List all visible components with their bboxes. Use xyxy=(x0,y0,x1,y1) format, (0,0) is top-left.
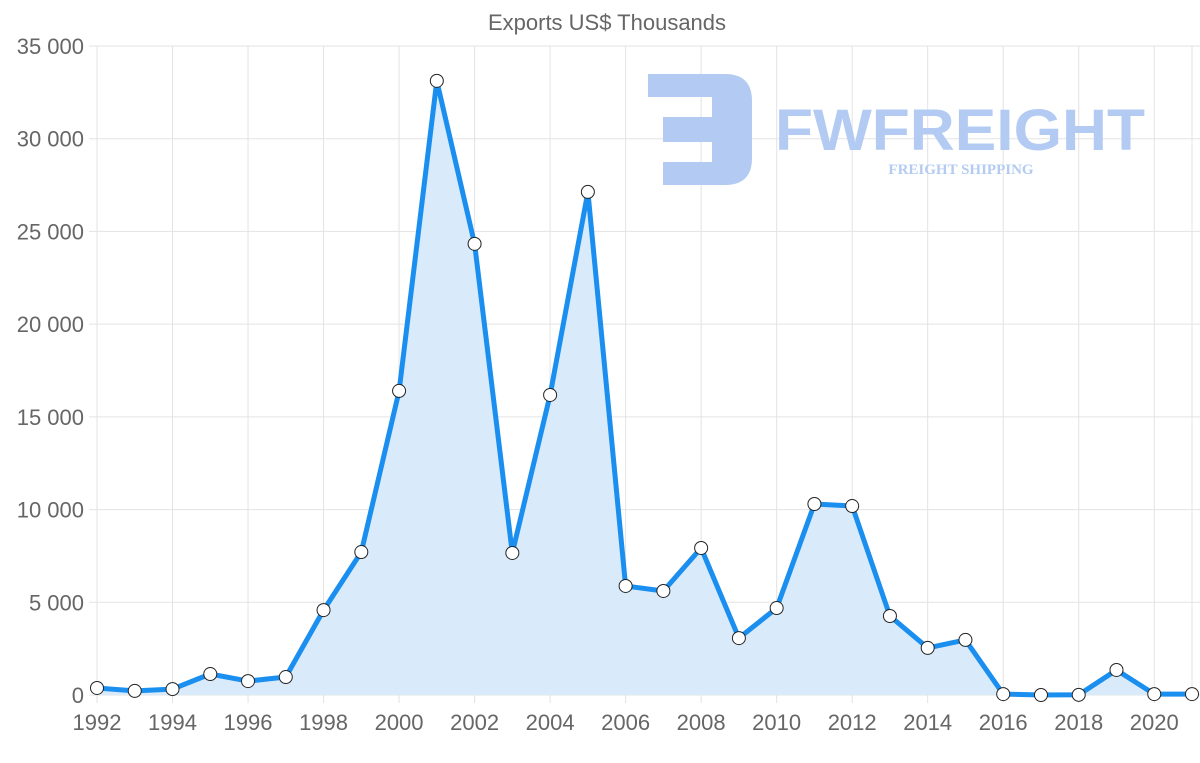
data-point-2005[interactable] xyxy=(580,184,595,199)
y-tick-label: 10 000 xyxy=(17,498,84,523)
y-tick-label: 30 000 xyxy=(17,127,84,152)
data-point-2020[interactable] xyxy=(1147,687,1162,702)
data-point-2013[interactable] xyxy=(882,609,897,624)
watermark-logo: FWFREIGHT FREIGHT SHIPPING xyxy=(648,74,1145,185)
y-tick-label: 5 000 xyxy=(29,590,84,615)
data-point-2010[interactable] xyxy=(769,601,784,616)
y-tick-label: 15 000 xyxy=(17,405,84,430)
series-area xyxy=(97,80,1192,695)
x-tick-label: 2000 xyxy=(375,710,424,735)
data-point-2014[interactable] xyxy=(920,640,935,655)
x-tick-label: 1992 xyxy=(73,710,122,735)
y-tick-label: 0 xyxy=(72,683,84,708)
data-point-1993[interactable] xyxy=(127,683,142,698)
data-point-2015[interactable] xyxy=(958,632,973,647)
data-point-1999[interactable] xyxy=(354,545,369,560)
x-tick-label: 2006 xyxy=(601,710,650,735)
data-point-2000[interactable] xyxy=(392,383,407,398)
data-point-2016[interactable] xyxy=(996,687,1011,702)
data-point-2017[interactable] xyxy=(1033,688,1048,702)
data-point-2021[interactable] xyxy=(1185,687,1199,702)
data-point-2012[interactable] xyxy=(845,499,860,514)
watermark-brand: FWFREIGHT xyxy=(775,98,1145,163)
data-point-2018[interactable] xyxy=(1071,687,1086,702)
x-tick-label: 2008 xyxy=(677,710,726,735)
x-tick-label: 1994 xyxy=(148,710,197,735)
watermark-tagline: FREIGHT SHIPPING xyxy=(888,162,1033,178)
x-tick-label: 2004 xyxy=(526,710,575,735)
x-tick-label: 2012 xyxy=(828,710,877,735)
data-point-1998[interactable] xyxy=(316,603,331,618)
x-tick-label: 1998 xyxy=(299,710,348,735)
x-tick-label: 1996 xyxy=(224,710,273,735)
y-tick-label: 25 000 xyxy=(17,219,84,244)
x-axis-ticks: 1992 1994 1996 1998 2000 2002 2004 2006 2008 2010… xyxy=(73,710,1179,735)
x-tick-label: 2002 xyxy=(450,710,499,735)
data-point-1996[interactable] xyxy=(241,674,256,689)
data-point-2008[interactable] xyxy=(694,540,709,555)
data-point-2007[interactable] xyxy=(656,583,671,598)
x-tick-label: 2010 xyxy=(752,710,801,735)
y-tick-label: 35 000 xyxy=(17,34,84,59)
data-point-2004[interactable] xyxy=(543,387,558,402)
x-tick-label: 2018 xyxy=(1054,710,1103,735)
x-tick-label: 2016 xyxy=(979,710,1028,735)
x-tick-label: 2020 xyxy=(1130,710,1179,735)
data-point-2002[interactable] xyxy=(467,236,482,251)
data-point-2011[interactable] xyxy=(807,497,822,512)
data-point-2019[interactable] xyxy=(1109,662,1124,677)
data-point-1994[interactable] xyxy=(165,682,180,697)
data-point-2009[interactable] xyxy=(731,631,746,646)
data-point-2003[interactable] xyxy=(505,545,520,560)
data-point-1997[interactable] xyxy=(278,670,293,685)
logo-mark-icon xyxy=(648,74,752,185)
y-axis-ticks: 0 5 000 10 000 15 000 20 000 25 000 30 000 35 0… xyxy=(17,34,84,708)
data-point-1995[interactable] xyxy=(203,667,218,682)
x-tick-label: 2014 xyxy=(903,710,952,735)
data-point-2006[interactable] xyxy=(618,578,633,593)
data-point-2001[interactable] xyxy=(429,73,444,88)
y-tick-label: 20 000 xyxy=(17,312,84,337)
chart-title: Exports US$ Thousands xyxy=(488,10,726,35)
data-point-1992[interactable] xyxy=(90,680,104,695)
data-points xyxy=(90,73,1199,702)
